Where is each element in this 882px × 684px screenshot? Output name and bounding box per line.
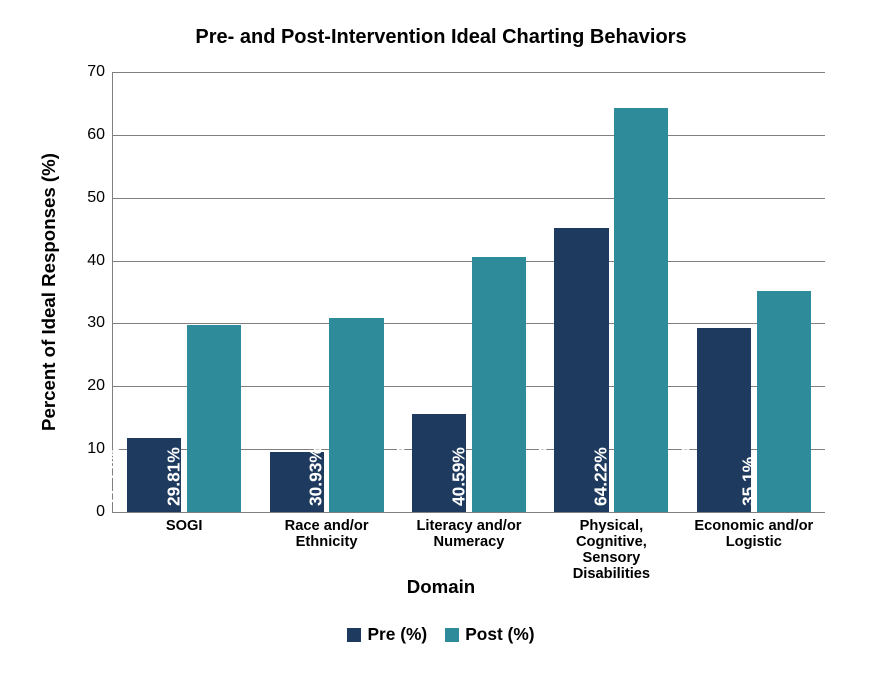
legend-swatch-icon bbox=[445, 628, 459, 642]
bar-post: 30.93% bbox=[329, 318, 383, 512]
gridline bbox=[113, 72, 825, 73]
chart-stage: Pre- and Post-Intervention Ideal Chartin… bbox=[0, 0, 882, 684]
x-category-label: Physical, Cognitive, Sensory Disabilitie… bbox=[546, 518, 677, 582]
bar-value-label: 35.1% bbox=[738, 457, 759, 506]
x-category-label: SOGI bbox=[119, 518, 250, 534]
legend-label: Pre (%) bbox=[367, 624, 427, 645]
y-tick-label: 10 bbox=[87, 440, 105, 458]
x-category-label: Race and/or Ethnicity bbox=[261, 518, 392, 550]
legend-item: Pre (%) bbox=[347, 624, 427, 645]
bar-value-label: 45.15% bbox=[531, 447, 552, 506]
y-tick-label: 70 bbox=[87, 63, 105, 81]
y-tick-label: 20 bbox=[87, 377, 105, 395]
bar-post: 64.22% bbox=[614, 108, 668, 512]
y-tick-label: 40 bbox=[87, 252, 105, 270]
bar-post: 29.81% bbox=[187, 325, 241, 512]
legend-label: Post (%) bbox=[465, 624, 534, 645]
y-tick-label: 30 bbox=[87, 314, 105, 332]
x-category-label: Literacy and/or Numeracy bbox=[403, 518, 534, 550]
legend: Pre (%) Post (%) bbox=[0, 624, 882, 645]
y-tick-label: 50 bbox=[87, 189, 105, 207]
bar-value-label: 29.81% bbox=[164, 447, 185, 506]
bar-value-label: 9.56% bbox=[251, 457, 272, 506]
y-axis-title: Percent of Ideal Responses (%) bbox=[38, 72, 60, 512]
gridline bbox=[113, 261, 825, 262]
bar-post: 40.59% bbox=[472, 257, 526, 512]
bar-value-label: 15.59% bbox=[389, 447, 410, 506]
gridline bbox=[113, 198, 825, 199]
x-axis-title: Domain bbox=[0, 576, 882, 598]
y-tick-label: 60 bbox=[87, 126, 105, 144]
bar-value-label: 11.77% bbox=[104, 448, 125, 506]
bar-value-label: 29.26% bbox=[673, 447, 694, 506]
plot-area: 010203040506070SOGI11.77%29.81%Race and/… bbox=[112, 72, 825, 513]
bar-value-label: 40.59% bbox=[449, 447, 470, 506]
chart-title: Pre- and Post-Intervention Ideal Chartin… bbox=[0, 26, 882, 49]
legend-swatch-icon bbox=[347, 628, 361, 642]
x-category-label: Economic and/or Logistic bbox=[688, 518, 819, 550]
bar-value-label: 30.93% bbox=[306, 447, 327, 506]
legend-item: Post (%) bbox=[445, 624, 534, 645]
gridline bbox=[113, 135, 825, 136]
bar-value-label: 64.22% bbox=[591, 447, 612, 506]
bar-post: 35.1% bbox=[757, 291, 811, 512]
